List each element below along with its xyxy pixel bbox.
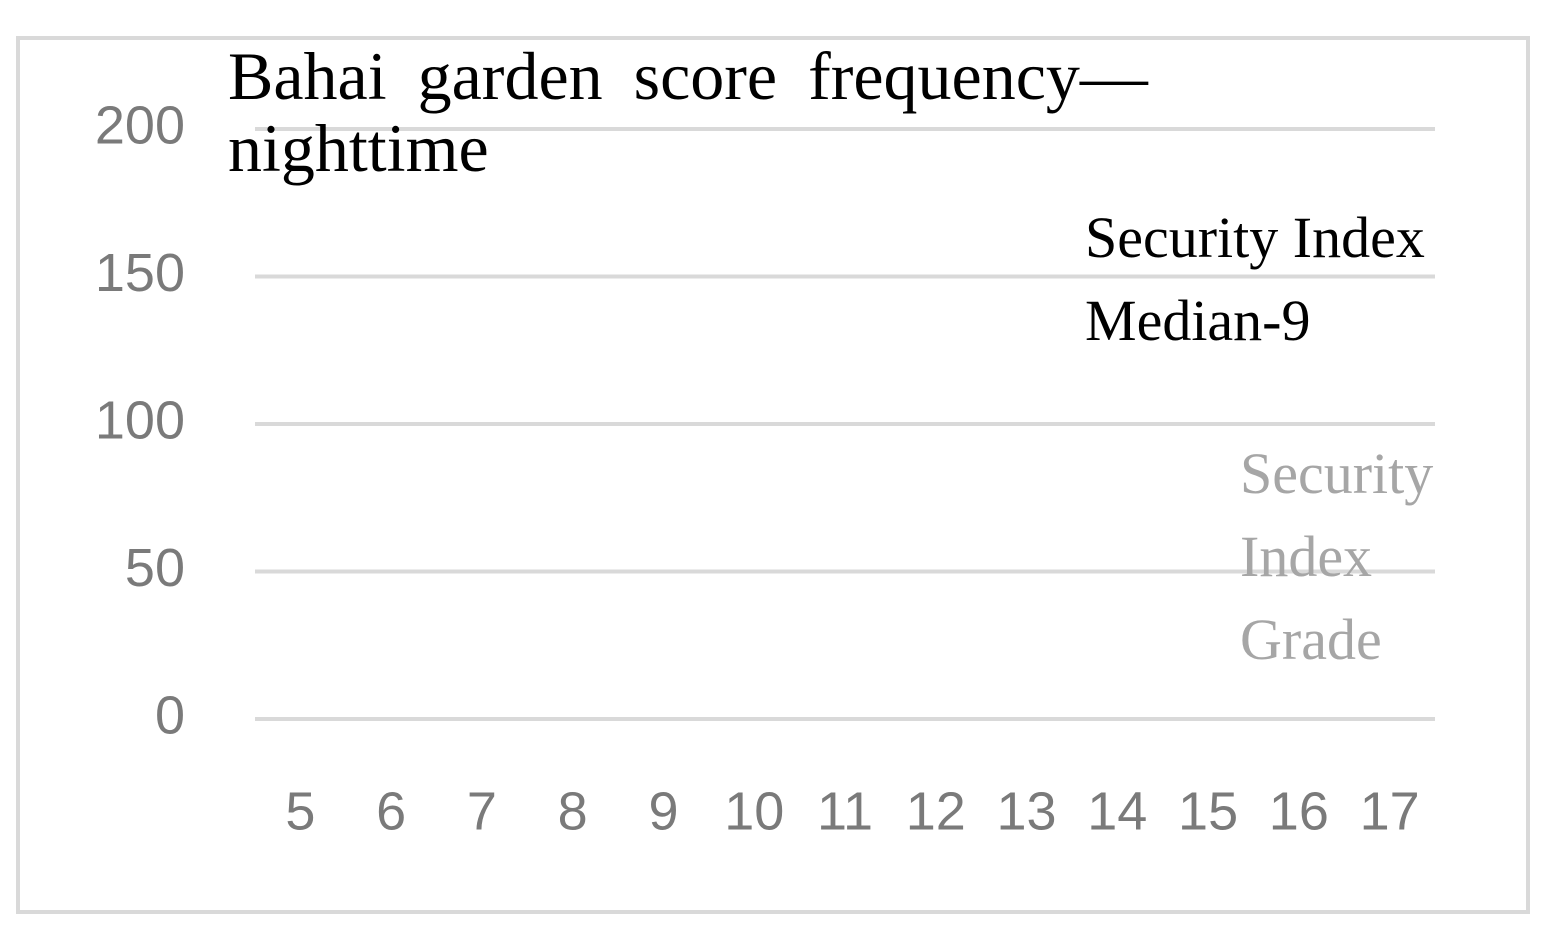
y-tick-label: 50 <box>125 538 185 598</box>
chart-border <box>16 36 1530 914</box>
x-tick-label: 15 <box>1178 781 1238 841</box>
x-tick-label: 7 <box>467 781 497 841</box>
x-tick-label: 12 <box>906 781 966 841</box>
x-tick-label: 14 <box>1087 781 1147 841</box>
y-tick-label: 200 <box>95 95 185 155</box>
x-tick-label: 8 <box>558 781 588 841</box>
y-tick-label: 150 <box>95 243 185 303</box>
x-tick-label: 16 <box>1269 781 1329 841</box>
x-tick-label: 5 <box>285 781 315 841</box>
annotation: Security Index Grade <box>1240 441 1434 672</box>
annotation: Security Index Median-9 <box>1085 205 1425 353</box>
x-tick-label: 10 <box>724 781 784 841</box>
x-tick-label: 17 <box>1360 781 1420 841</box>
x-tick-label: 11 <box>817 781 873 841</box>
x-tick-label: 13 <box>996 781 1056 841</box>
chart-title: Bahai garden score frequency—nighttime <box>228 38 1148 186</box>
x-tick-label: 6 <box>376 781 406 841</box>
x-tick-label: 9 <box>648 781 678 841</box>
y-tick-label: 100 <box>95 390 185 450</box>
y-tick-label: 0 <box>155 685 185 745</box>
